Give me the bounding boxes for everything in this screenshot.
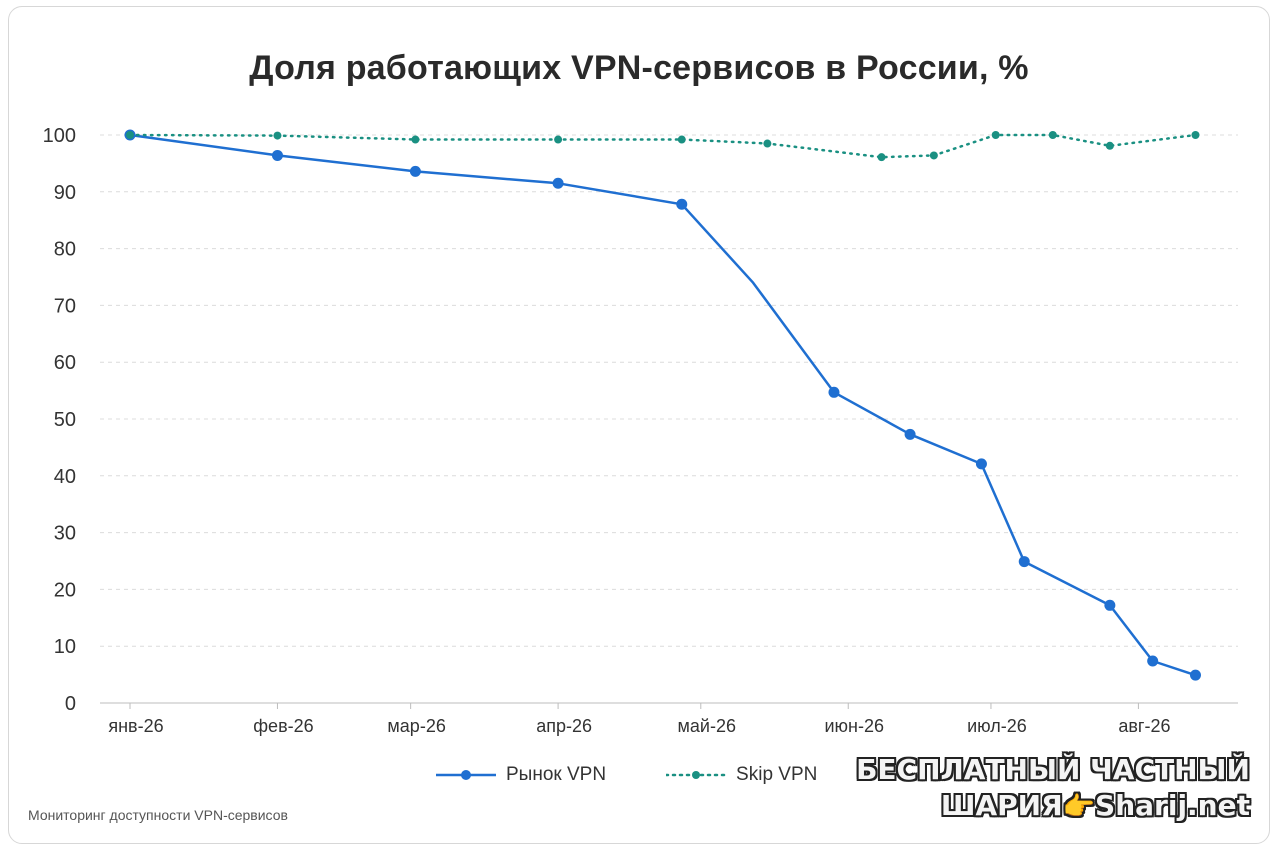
data-point-market — [1189, 669, 1201, 681]
data-point-skip — [929, 151, 938, 160]
x-tick-label: июн-26 — [824, 716, 884, 736]
watermark-text-b: Sharij.net — [1095, 789, 1250, 822]
y-tick-label: 20 — [54, 579, 76, 601]
y-tick-label: 60 — [54, 352, 76, 374]
data-point-skip — [877, 153, 886, 162]
legend-swatch-market — [436, 770, 496, 780]
data-point-market — [271, 149, 283, 161]
y-tick-label: 0 — [65, 693, 76, 715]
y-tick-label: 100 — [43, 125, 76, 147]
x-tick-label: мар-26 — [387, 716, 445, 736]
watermark-line-2: ШАРИЯ👉Sharij.net — [856, 788, 1250, 825]
chart-legend: Рынок VPN Skip VPN — [436, 762, 877, 788]
x-tick-label: июл-26 — [967, 716, 1027, 736]
data-point-skip — [763, 139, 772, 148]
data-point-skip — [1191, 131, 1200, 139]
data-point-market — [975, 458, 987, 470]
data-point-market — [828, 386, 840, 398]
data-point-skip — [554, 135, 563, 144]
data-point-skip — [991, 131, 1000, 139]
legend-swatch-skip — [666, 771, 727, 779]
data-point-skip — [1048, 131, 1057, 139]
chart-title: Доля работающих VPN-сервисов в России, % — [249, 49, 1029, 87]
data-point-skip — [411, 135, 420, 144]
data-point-market — [1018, 556, 1030, 568]
data-point-skip — [126, 131, 134, 139]
x-tick-label: апр-26 — [536, 716, 592, 736]
x-tick-label: авг-26 — [1118, 716, 1170, 736]
chart-card: Доля работающих VPN-сервисов в России, % — [8, 6, 1270, 844]
data-point-market — [409, 165, 421, 177]
data-point-market — [552, 177, 564, 189]
x-tick-label: май-26 — [678, 716, 736, 736]
legend-item-skip: Skip VPN — [666, 764, 817, 786]
y-tick-label: 90 — [54, 182, 76, 204]
legend-label-market: Рынок VPN — [506, 764, 607, 785]
data-point-skip — [677, 135, 686, 144]
y-tick-label: 40 — [54, 466, 76, 488]
data-point-market — [904, 428, 916, 440]
y-tick-label: 10 — [54, 636, 76, 658]
series-line-market — [128, 133, 1197, 677]
watermark: БЕСПЛАТНЫЙ ЧАСТНЫЙ ШАРИЯ👉Sharij.net — [856, 752, 1250, 825]
y-tick-label: 50 — [54, 409, 76, 431]
y-tick-label: 70 — [54, 295, 76, 317]
legend-item-market: Рынок VPN — [436, 764, 606, 786]
legend-label-skip: Skip VPN — [736, 764, 818, 785]
data-point-market — [1104, 599, 1116, 611]
watermark-text-a: ШАРИЯ — [940, 789, 1063, 822]
data-point-skip — [273, 131, 282, 140]
data-point-market — [1147, 655, 1159, 667]
pointing-hand-icon: 👉 — [1062, 792, 1096, 822]
y-tick-label: 80 — [54, 239, 76, 261]
series-line-skip — [128, 133, 1197, 159]
data-point-skip — [1105, 141, 1114, 150]
x-tick-label: янв-26 — [108, 716, 163, 736]
watermark-line-1: БЕСПЛАТНЫЙ ЧАСТНЫЙ — [856, 753, 1250, 786]
source-caption: Мониторинг доступности VPN-сервисов — [28, 807, 288, 823]
data-point-market — [676, 198, 688, 210]
y-tick-label: 30 — [54, 523, 76, 545]
x-tick-label: фев-26 — [253, 716, 313, 736]
